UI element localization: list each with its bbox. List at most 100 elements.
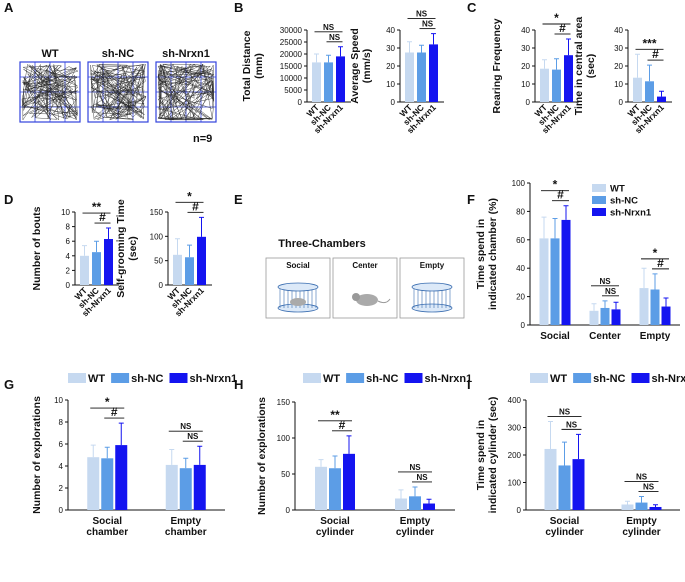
y-tick-label: 0 xyxy=(159,281,164,290)
bar xyxy=(558,465,571,510)
y-tick-label: 10 xyxy=(614,80,623,89)
significance-label: * xyxy=(554,11,559,25)
significance-label: * xyxy=(553,178,558,192)
significance-label: # xyxy=(339,418,346,432)
bar xyxy=(115,445,128,510)
y-tick-label: 4 xyxy=(59,462,64,471)
legend-label: WT xyxy=(323,373,340,385)
x-tick-label: Center xyxy=(589,331,621,342)
significance-label: NS xyxy=(559,407,571,416)
legend-swatch xyxy=(346,373,365,383)
y-tick-label: 100 xyxy=(277,434,291,443)
y-axis-label: Time spend in xyxy=(475,420,487,490)
x-tick-label: Empty xyxy=(626,516,657,527)
y-tick-label: 0 xyxy=(619,98,624,107)
error-bar xyxy=(576,433,581,460)
panel-letter: E xyxy=(234,192,243,207)
significance-label: NS xyxy=(329,33,341,42)
significance-label: # xyxy=(192,199,199,213)
group-label: sh-NC xyxy=(102,48,134,60)
legend-label: sh-Nrxn1 xyxy=(190,373,238,385)
error-bar xyxy=(663,297,669,307)
y-tick-label: 10000 xyxy=(280,74,303,83)
bar xyxy=(611,309,621,325)
panel-letter: H xyxy=(234,377,243,392)
bar xyxy=(564,55,573,102)
y-tick-label: 8 xyxy=(59,418,64,427)
trace xyxy=(90,63,147,121)
y-tick-label: 400 xyxy=(508,396,522,405)
significance-label: ** xyxy=(92,200,102,214)
error-bar xyxy=(562,441,567,466)
bar xyxy=(633,77,642,102)
panel-letter: F xyxy=(467,192,475,207)
error-bar xyxy=(552,218,558,239)
y-tick-label: 2 xyxy=(66,266,71,275)
error-bar xyxy=(554,58,559,70)
y-axis-label: (mm/s) xyxy=(361,49,373,83)
y-axis-label: Time spend in xyxy=(475,219,487,289)
error-bar xyxy=(118,422,124,446)
bar xyxy=(645,81,654,102)
significance-label: NS xyxy=(422,20,434,29)
y-tick-label: 40 xyxy=(516,264,525,273)
legend-label: sh-Nrxn1 xyxy=(610,208,652,219)
y-tick-label: 20 xyxy=(614,62,623,71)
cylinder-top xyxy=(277,282,319,292)
y-tick-label: 10 xyxy=(386,80,395,89)
chamber-label: Empty xyxy=(420,261,445,270)
bar xyxy=(409,496,421,510)
x-tick-label: Social xyxy=(550,516,580,527)
error-bar xyxy=(431,33,436,45)
significance-label: # xyxy=(99,210,106,224)
y-tick-label: 60 xyxy=(516,236,525,245)
y-tick-label: 20 xyxy=(516,293,525,302)
error-bar xyxy=(602,300,608,308)
error-bar xyxy=(332,455,338,469)
x-tick-label: Empty xyxy=(640,331,671,342)
mouse-head xyxy=(352,293,360,301)
error-bar xyxy=(314,53,319,63)
bar xyxy=(87,457,100,510)
error-bar xyxy=(653,504,658,507)
panel-letter: D xyxy=(4,192,13,207)
error-bar xyxy=(338,46,343,57)
y-tick-label: 100 xyxy=(508,479,522,488)
bar xyxy=(405,52,414,102)
bar xyxy=(329,468,341,510)
legend-label: WT xyxy=(88,373,105,385)
error-bar xyxy=(548,420,553,449)
error-bar xyxy=(591,303,597,311)
error-bar xyxy=(318,459,324,467)
error-bar xyxy=(197,445,203,465)
bar xyxy=(101,458,114,510)
y-tick-label: 25000 xyxy=(280,38,303,47)
y-tick-label: 40 xyxy=(521,26,530,35)
bar xyxy=(80,255,89,285)
sample-size: n=9 xyxy=(193,133,212,145)
x-tick-label: Empty xyxy=(170,516,201,527)
y-axis-label: Average Speed xyxy=(349,28,361,103)
significance-label: ** xyxy=(330,408,340,422)
bar xyxy=(185,257,194,285)
bar xyxy=(550,238,560,325)
legend-label: WT xyxy=(610,184,625,195)
panel-letter: A xyxy=(4,0,14,15)
bar xyxy=(197,236,206,285)
bar xyxy=(657,96,666,102)
significance-label: NS xyxy=(566,420,578,429)
y-axis-label: (sec) xyxy=(585,54,597,79)
y-tick-label: 300 xyxy=(508,424,522,433)
legend-swatch xyxy=(169,373,188,383)
legend-label: sh-Nrxn1 xyxy=(425,373,473,385)
x-tick-label: cylinder xyxy=(545,527,583,538)
legend-swatch xyxy=(592,184,606,192)
x-tick-label: cylinder xyxy=(622,527,660,538)
y-tick-label: 30 xyxy=(614,44,623,53)
y-tick-label: 30000 xyxy=(280,26,303,35)
bar xyxy=(639,288,649,325)
error-bar xyxy=(635,53,640,78)
error-bar xyxy=(647,64,652,82)
error-bar xyxy=(659,90,664,97)
